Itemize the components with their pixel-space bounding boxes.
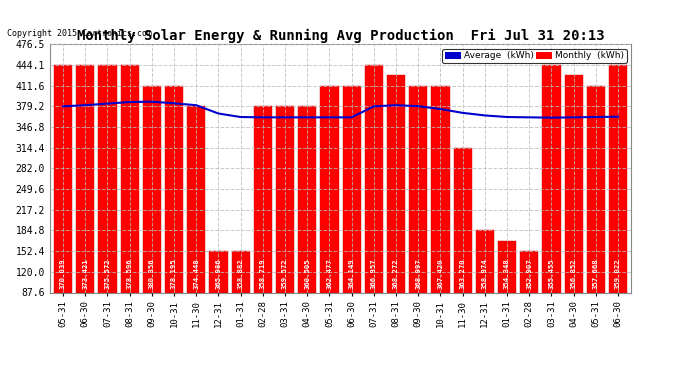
Text: 356.852: 356.852 <box>571 259 577 289</box>
Text: 368.997: 368.997 <box>415 259 421 289</box>
Text: 359.022: 359.022 <box>615 259 621 289</box>
Bar <box>143 86 161 292</box>
Bar <box>342 86 361 292</box>
Text: 375.572: 375.572 <box>104 259 110 289</box>
Text: 378.596: 378.596 <box>126 259 132 289</box>
Bar <box>365 65 383 292</box>
Text: 370.039: 370.039 <box>60 259 66 289</box>
Bar <box>121 65 139 292</box>
Bar <box>98 65 117 292</box>
Bar <box>187 106 206 292</box>
Text: 358.719: 358.719 <box>260 259 266 289</box>
Text: 368.272: 368.272 <box>393 259 399 289</box>
Text: 357.668: 357.668 <box>593 259 599 289</box>
Text: 354.348: 354.348 <box>504 259 510 289</box>
Bar <box>475 231 494 292</box>
Text: 365.986: 365.986 <box>215 259 221 289</box>
Bar <box>232 251 250 292</box>
Bar <box>431 86 449 292</box>
Text: 364.149: 364.149 <box>348 259 355 289</box>
Bar <box>520 251 538 292</box>
Legend: Average  (kWh), Monthly  (kWh): Average (kWh), Monthly (kWh) <box>442 49 627 63</box>
Text: 352.907: 352.907 <box>526 259 532 289</box>
Bar <box>165 86 183 292</box>
Text: 367.420: 367.420 <box>437 259 444 289</box>
Bar <box>209 251 228 292</box>
Bar <box>54 65 72 292</box>
Text: 358.882: 358.882 <box>237 259 244 289</box>
Bar <box>542 65 560 292</box>
Bar <box>453 148 472 292</box>
Text: 359.572: 359.572 <box>282 259 288 289</box>
Bar <box>586 86 605 292</box>
Text: 374.448: 374.448 <box>193 259 199 289</box>
Text: 366.957: 366.957 <box>371 259 377 289</box>
Text: 358.974: 358.974 <box>482 259 488 289</box>
Text: 380.356: 380.356 <box>149 259 155 289</box>
Text: Copyright 2015 Cartronics.com: Copyright 2015 Cartronics.com <box>7 28 152 38</box>
Bar <box>76 65 95 292</box>
Text: 378.195: 378.195 <box>171 259 177 289</box>
Bar <box>254 106 272 292</box>
Bar <box>320 86 339 292</box>
Bar <box>564 75 583 292</box>
Text: 355.455: 355.455 <box>549 259 555 289</box>
Bar <box>387 75 405 292</box>
Text: 362.477: 362.477 <box>326 259 333 289</box>
Text: 373.421: 373.421 <box>82 259 88 289</box>
Title: Monthly Solar Energy & Running Avg Production  Fri Jul 31 20:13: Monthly Solar Energy & Running Avg Produ… <box>77 29 604 43</box>
Bar <box>276 106 294 292</box>
Bar <box>609 65 627 292</box>
Bar <box>298 106 316 292</box>
Text: 363.270: 363.270 <box>460 259 466 289</box>
Text: 360.505: 360.505 <box>304 259 310 289</box>
Bar <box>498 241 516 292</box>
Bar <box>409 86 427 292</box>
